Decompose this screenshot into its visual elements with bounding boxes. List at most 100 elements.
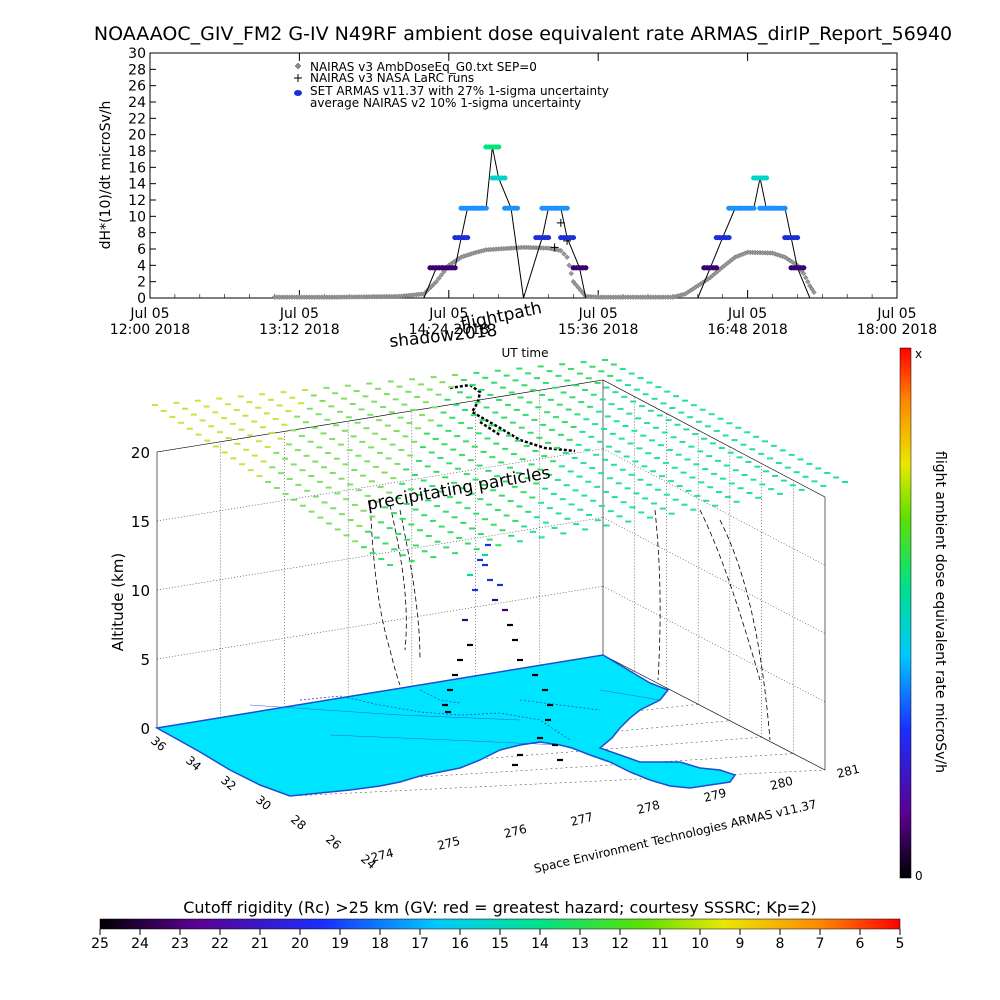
armas-point: [781, 205, 788, 211]
armas-point: [750, 205, 757, 211]
y-tick-label: 20: [128, 128, 146, 144]
x-tick-label: Jul 05: [279, 306, 319, 322]
colorbar-tick-label: 15: [491, 936, 509, 952]
y-tick-label: 30: [128, 46, 146, 62]
nairas-point: [438, 272, 445, 278]
nairas-point: [561, 251, 567, 257]
x-tick-label: 13:12 2018: [259, 322, 339, 338]
coastline-detail: [299, 689, 601, 741]
armas-line: [423, 146, 587, 299]
armas-point: [495, 144, 502, 150]
y-tick-label: 22: [128, 111, 146, 127]
dose-dash-field: [152, 359, 848, 566]
x-tick-label: Jul 05: [876, 306, 916, 322]
nairas-point: [575, 284, 581, 291]
latitude-tick-label: 32: [218, 773, 239, 794]
colorbar-ticks: 25 24 23 22 21 20 19 18 17 16 15 14 13 12 11 10 9 8 7 6 5: [91, 929, 904, 952]
altitude-tick-label: 20: [131, 444, 150, 462]
credit-text: Space Environment Technologies ARMAS v11…: [533, 797, 818, 876]
armas-point: [451, 265, 458, 271]
armas-point: [514, 205, 521, 211]
altitude-axis-ticks: 0 5 10 15 20: [131, 444, 150, 738]
longitude-tick-label: 276: [502, 822, 528, 841]
legend-label: average NAIRAS v2 10% 1-sigma uncertaint…: [310, 96, 581, 110]
colorbar-tick-label: 16: [451, 936, 469, 952]
colorbar-tick-label: 23: [171, 936, 189, 952]
latitude-tick-label: 34: [183, 753, 204, 774]
armas-point: [763, 175, 770, 181]
legend-label: NAIRAS v3 NASA LaRC runs: [310, 71, 474, 85]
armas-point: [713, 265, 720, 271]
armas-point: [482, 205, 489, 211]
floor-grid-line: [289, 769, 826, 797]
nairas-point: [441, 269, 447, 275]
y-tick-label: 24: [128, 95, 146, 111]
altitude-grid-line: [156, 448, 604, 522]
nairas-point: [782, 254, 788, 260]
floor-grid-line: [232, 720, 730, 768]
altitude-tick-label: 10: [131, 582, 150, 600]
colorbar-tick-label: 20: [291, 936, 309, 952]
x-tick-label: Jul 05: [129, 306, 169, 322]
colorbar-top-label: x: [915, 347, 922, 361]
longitude-tick-label: 279: [702, 786, 728, 805]
x-tick-label: Jul 05: [428, 306, 468, 322]
colorbar-tick-label: 13: [571, 936, 589, 952]
longitude-axis-ticks: 274 275 276 277 278 279 280 281: [369, 762, 861, 865]
nairas-point: [811, 289, 817, 295]
x-tick-label: 18:00 2018: [857, 322, 937, 338]
flightpath-annotation: flightpath: [459, 298, 544, 335]
armas-point: [464, 234, 471, 241]
colorbar-tick-label: 5: [896, 936, 905, 952]
diamond-icon: [294, 62, 302, 70]
x-tick-label: Jul 05: [578, 306, 618, 322]
flight-track: [442, 543, 563, 767]
y-tick-label: 0: [137, 291, 146, 307]
legend-item-nairas-v3: NAIRAS v3 AmbDoseEq_G0.txt SEP=0: [294, 60, 537, 74]
nairas-point: [578, 287, 584, 294]
y-tick-label: 8: [137, 226, 146, 242]
x-tick-label: 16:48 2018: [707, 322, 787, 338]
legend-label: NAIRAS v3 AmbDoseEq_G0.txt SEP=0: [310, 60, 537, 74]
armas-point: [570, 234, 577, 241]
altitude-axis-label: Altitude (km): [109, 553, 127, 651]
altitude-tick-label: 0: [140, 720, 150, 738]
y-tick-label: 4: [137, 258, 146, 274]
larc-point: [550, 243, 559, 252]
longitude-tick-label: 281: [835, 762, 861, 781]
y-tick-label: 10: [128, 209, 146, 225]
shadow-flightpath: [449, 383, 576, 453]
dose-colorbar: x 0 flight ambient dose equivalent rate …: [899, 347, 948, 883]
nairas-point: [805, 278, 811, 285]
armas-point: [725, 234, 732, 241]
cutoff-rigidity-label: Cutoff rigidity (Rc) >25 km (GV: red = g…: [183, 898, 817, 917]
latitude-tick-label: 28: [288, 812, 309, 833]
latitude-tick-label: 26: [323, 832, 344, 853]
y-tick-label: 18: [128, 144, 146, 160]
nairas-point: [803, 274, 809, 281]
armas-point: [794, 234, 801, 241]
latitude-tick-label: 30: [253, 793, 274, 814]
colorbar-tick-label: 7: [816, 936, 825, 952]
colorbar-tick-label: 25: [91, 936, 109, 952]
x-axis-label: UT time: [501, 346, 548, 360]
legend-label: SET ARMAS v11.37 with 27% 1-sigma uncert…: [310, 84, 609, 98]
nairas-point: [558, 247, 564, 254]
nairas-point: [573, 281, 579, 288]
colorbar-tick-label: 21: [251, 936, 269, 952]
colorbar-bottom-label: 0: [915, 869, 923, 883]
projection-curves: [369, 499, 771, 741]
y-tick-label: 14: [128, 177, 146, 193]
colorbar-tick-label: 11: [651, 936, 669, 952]
armas-point: [582, 265, 589, 271]
x-tick-label: 15:36 2018: [558, 322, 638, 338]
colorbar-horizontal: [99, 918, 901, 930]
colorbar-tick-label: 6: [856, 936, 865, 952]
legend-item-armas: SET ARMAS v11.37 with 27% 1-sigma uncert…: [294, 84, 609, 98]
colorbar-tick-label: 24: [131, 936, 149, 952]
colorbar-tick-label: 17: [411, 936, 429, 952]
colorbar-title: flight ambient dose equivalent rate micr…: [932, 451, 948, 773]
